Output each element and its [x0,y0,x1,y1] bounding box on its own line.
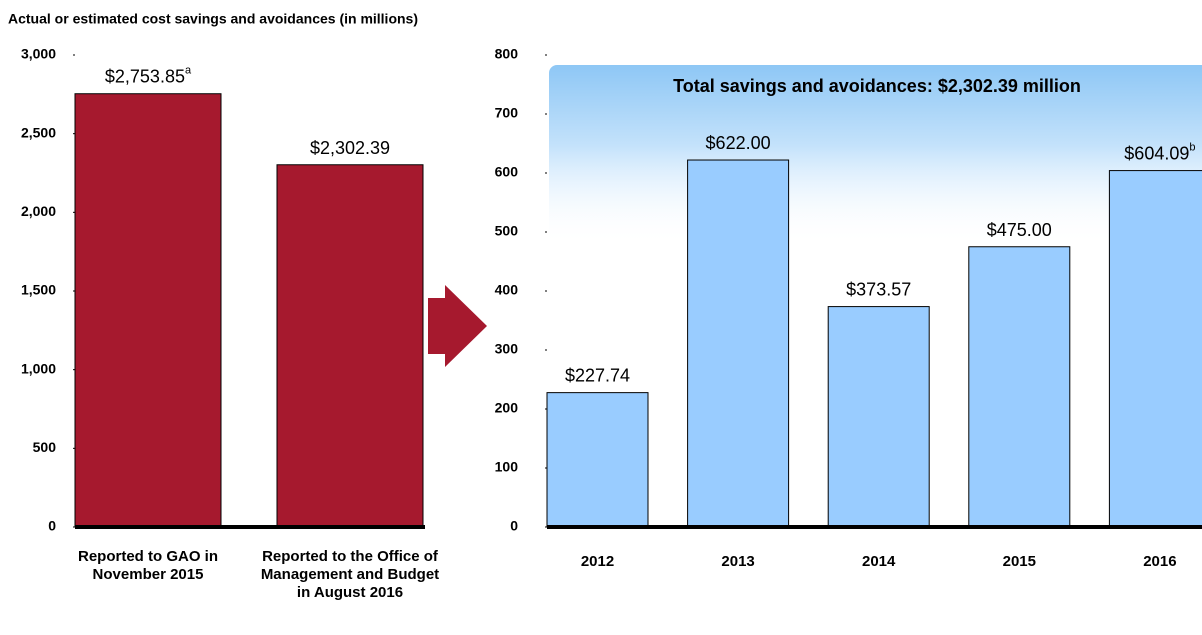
y-tick-label: 500 [495,223,519,239]
annotation: Total savings and avoidances: $2,302.39 … [673,76,1081,96]
chart-title: Actual or estimated cost savings and avo… [8,11,418,27]
value-label-text: $227.74 [565,365,630,385]
y-tick-label: 0 [510,518,518,534]
x-tick-label: 2015 [1003,553,1036,570]
y-tick-label: 300 [495,341,519,357]
value-label: $2,753.85a [105,65,192,87]
y-tick-label: 1,000 [21,360,56,376]
x-tick-label: Reported to GAO in November 2015 [78,548,218,583]
y-tick-label: 3,000 [21,46,56,62]
value-label: $475.00 [987,220,1052,240]
bar [546,392,649,528]
x-tick-label: 2013 [721,553,754,570]
value-label-text: $622.00 [706,133,771,153]
arrow [428,285,487,367]
y-tick-label: 1,500 [21,282,56,298]
y-tick-label: 200 [495,400,519,416]
value-label: $2,302.39 [310,138,390,158]
x-tick-label: Reported to the Office of Management and… [260,548,440,601]
y-tick-label: 100 [495,459,519,475]
x-tick-label: 2016 [1143,553,1176,570]
value-label: $604.09b [1124,141,1195,163]
x-tick-label: 2012 [581,553,614,570]
value-label: $227.74 [565,365,630,385]
y-tick-label: 500 [33,439,57,455]
y-tick-label: 0 [48,518,56,534]
bar [74,93,222,528]
bar [276,164,424,528]
bar [687,159,790,528]
y-tick-label: 400 [495,282,519,298]
value-label-text: $604.09 [1124,143,1189,163]
y-tick-label: 700 [495,105,519,121]
bar [827,306,930,528]
value-label: $622.00 [706,133,771,153]
y-tick-label: 800 [495,46,519,62]
y-tick-label: 2,500 [21,124,56,140]
value-label: $373.57 [846,279,911,299]
value-label-text: $475.00 [987,220,1052,240]
bar [968,246,1071,528]
footnote-marker: b [1189,141,1195,153]
y-tick-label: 600 [495,164,519,180]
y-tick-label: 2,000 [21,203,56,219]
bar [1108,170,1202,528]
value-label-text: $2,302.39 [310,138,390,158]
value-label-text: $2,753.85 [105,66,185,86]
value-label-text: $373.57 [846,279,911,299]
x-tick-label: 2014 [862,553,896,570]
footnote-marker: a [185,65,192,77]
